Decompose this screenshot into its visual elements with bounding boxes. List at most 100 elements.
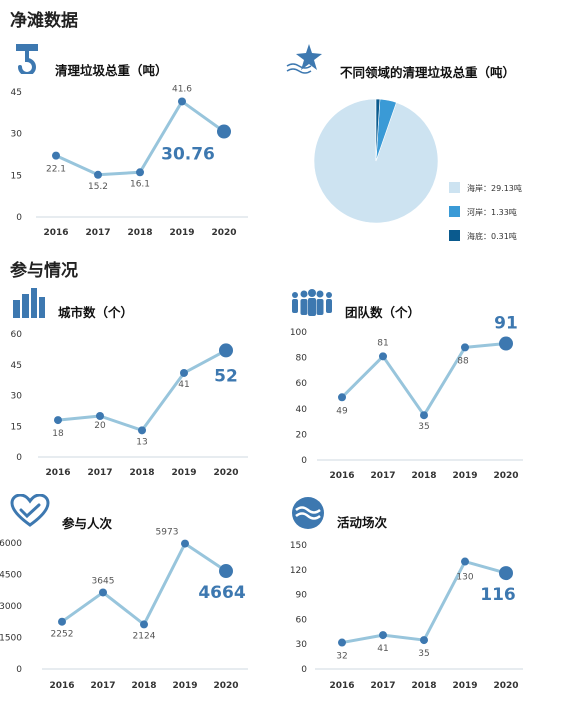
x-tick-label: 2018 <box>127 228 152 238</box>
data-point <box>96 412 104 420</box>
x-tick-label: 2019 <box>452 471 477 481</box>
y-tick-label: 80 <box>296 354 308 364</box>
x-tick-label: 2017 <box>370 681 395 691</box>
x-tick-label: 2016 <box>49 681 74 691</box>
x-tick-label: 2016 <box>45 468 70 478</box>
legend-swatch <box>449 182 460 193</box>
data-label: 20 <box>94 421 106 431</box>
pie-slice <box>375 98 381 162</box>
data-point <box>140 620 148 629</box>
data-point <box>94 170 102 179</box>
y-tick-label: 45 <box>11 88 22 98</box>
y-tick-label: 0 <box>16 453 22 463</box>
data-label: 32 <box>336 652 347 662</box>
data-point <box>178 97 186 106</box>
x-tick-label: 2017 <box>90 681 115 691</box>
data-label: 2124 <box>133 631 156 641</box>
x-tick-label: 2018 <box>131 681 156 691</box>
data-point-highlight <box>219 343 233 358</box>
section-title-beach-data: 净滩数据 <box>10 11 78 31</box>
data-point <box>52 151 60 160</box>
chart-title-teams: 团队数（个） <box>345 305 421 320</box>
x-tick-label: 2018 <box>411 471 436 481</box>
x-tick-label: 2019 <box>452 681 477 691</box>
x-tick-label: 2020 <box>213 681 238 691</box>
y-tick-label: 30 <box>11 130 23 140</box>
y-tick-label: 15 <box>11 171 22 181</box>
data-label-highlight: 52 <box>214 366 238 386</box>
data-label: 13 <box>136 437 147 447</box>
series-line <box>340 342 507 417</box>
data-point <box>181 539 189 548</box>
legend-swatch <box>449 230 460 241</box>
y-tick-label: 100 <box>290 328 307 338</box>
city-buildings-icon <box>13 288 45 318</box>
data-label-highlight: 91 <box>494 314 518 334</box>
series-line <box>57 349 227 432</box>
x-tick-label: 2019 <box>172 681 197 691</box>
line-chart-events: 0 30 60 90 120 150 2016 2017 2018 2019 2020 32 41 35 1… <box>290 541 523 691</box>
y-tick-label: 120 <box>290 566 307 576</box>
y-tick-label: 30 <box>11 392 23 402</box>
y-tick-label: 60 <box>296 615 308 625</box>
y-tick-label: 40 <box>296 405 308 415</box>
data-label: 81 <box>377 338 388 348</box>
x-tick-label: 2016 <box>329 471 354 481</box>
line-chart-people: 0 1500 3000 4500 6000 2016 2017 2018 2019 2020 225… <box>0 528 248 691</box>
data-label: 18 <box>52 429 64 439</box>
legend-label: 海岸：29.13吨 <box>467 183 522 193</box>
y-tick-label: 60 <box>11 330 23 340</box>
data-label: 35 <box>418 649 429 659</box>
data-label: 5973 <box>156 528 179 538</box>
data-label: 49 <box>336 406 348 416</box>
y-tick-label: 0 <box>301 456 307 466</box>
y-tick-label: 1500 <box>0 634 22 644</box>
team-people-icon <box>292 289 332 316</box>
data-label: 41.6 <box>172 84 192 94</box>
data-label: 2252 <box>51 630 74 640</box>
x-tick-label: 2018 <box>411 681 436 691</box>
x-tick-label: 2018 <box>129 468 154 478</box>
chart-title-cities: 城市数（个） <box>58 305 134 320</box>
y-tick-label: 4500 <box>0 571 22 581</box>
x-tick-label: 2019 <box>171 468 196 478</box>
data-label: 130 <box>456 573 473 583</box>
starfish-icon <box>286 44 322 74</box>
data-point <box>54 416 62 425</box>
y-tick-label: 0 <box>16 665 22 675</box>
data-point <box>338 393 346 402</box>
y-tick-label: 90 <box>296 591 308 601</box>
y-tick-label: 6000 <box>0 539 22 549</box>
line-chart-cities: 0 15 30 45 60 2016 2017 2018 2019 2020 18 20 13 41 52 <box>11 330 248 478</box>
x-tick-label: 2020 <box>493 681 518 691</box>
x-tick-label: 2017 <box>370 471 395 481</box>
x-tick-label: 2016 <box>329 681 354 691</box>
line-chart-teams: 0 20 40 60 80 100 2016 2017 2018 2019 2020 49 81 35 88… <box>290 314 523 481</box>
data-point <box>136 168 144 177</box>
data-point-highlight <box>219 564 233 579</box>
heart-hands-icon <box>10 494 50 527</box>
x-tick-label: 2019 <box>169 228 194 238</box>
data-label-highlight: 4664 <box>198 583 245 603</box>
data-label: 16.1 <box>130 179 150 189</box>
wave-icon <box>292 497 324 529</box>
x-tick-label: 2016 <box>43 228 68 238</box>
data-label: 3645 <box>92 576 115 586</box>
y-tick-label: 3000 <box>0 602 22 612</box>
y-tick-label: 15 <box>11 422 22 432</box>
y-tick-label: 30 <box>296 640 308 650</box>
x-tick-label: 2017 <box>85 228 110 238</box>
y-tick-label: 45 <box>11 361 22 371</box>
chart-title-events: 活动场次 <box>337 515 388 530</box>
y-tick-label: 150 <box>290 541 307 551</box>
y-tick-label: 60 <box>296 379 308 389</box>
chart-title-weight: 清理垃圾总重（吨） <box>55 63 168 78</box>
data-point <box>461 343 469 352</box>
data-label: 15.2 <box>88 182 108 192</box>
data-point <box>379 631 387 640</box>
chart-title-domain: 不同领域的清理垃圾总重（吨） <box>340 65 516 80</box>
data-point <box>180 368 188 377</box>
data-label: 41 <box>178 380 189 390</box>
